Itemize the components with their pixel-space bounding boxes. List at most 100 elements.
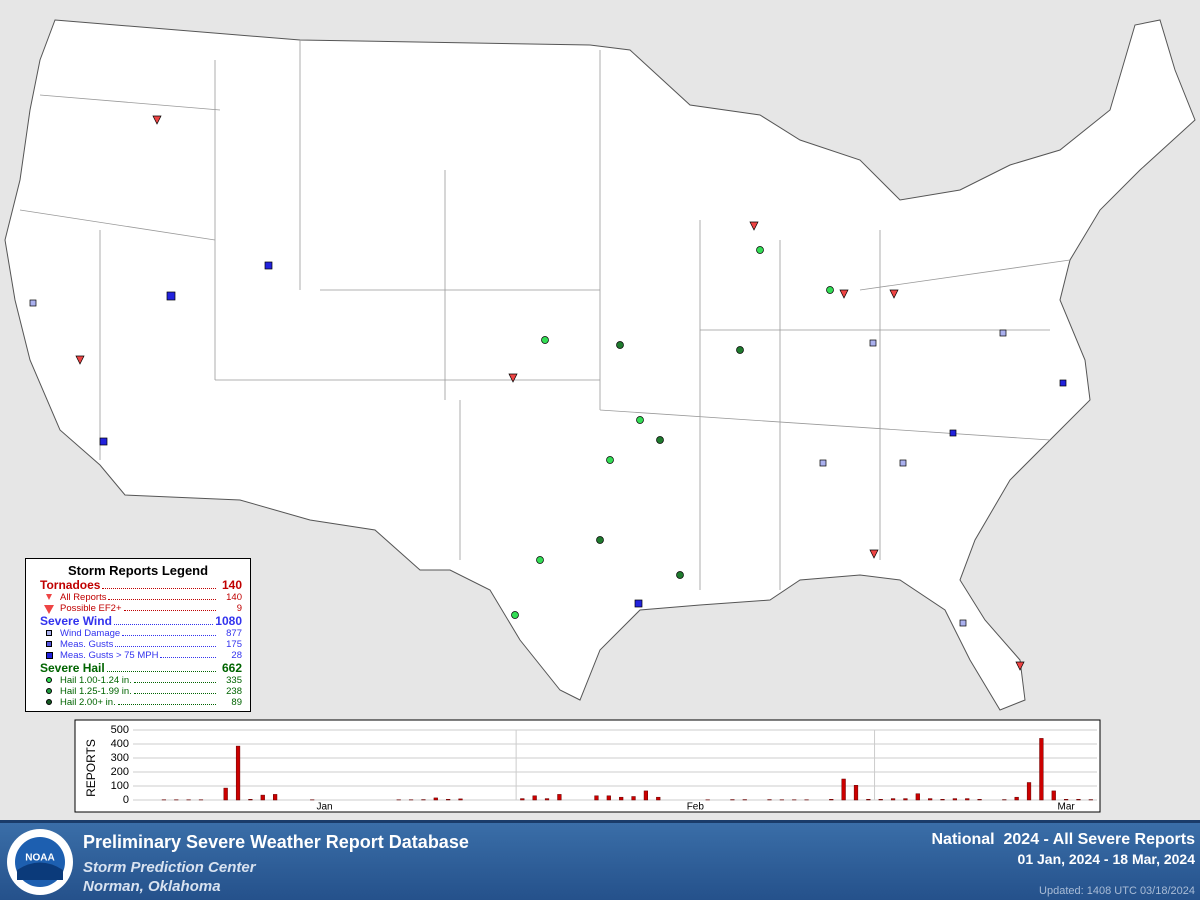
bar <box>829 799 834 801</box>
chart-frame <box>74 719 1101 813</box>
tornado-report <box>75 355 85 365</box>
leader <box>122 628 216 636</box>
legend-item: Hail 1.00-1.24 in. 335 <box>46 675 242 686</box>
bar <box>520 798 525 801</box>
wind-report <box>264 261 273 270</box>
wind-report <box>634 599 643 608</box>
bar <box>977 799 982 801</box>
legend-item-label: Possible EF2+ <box>60 603 122 614</box>
bar <box>1076 799 1081 801</box>
legend-symbol <box>46 641 52 647</box>
legend-group-total: 662 <box>221 661 242 675</box>
legend: Storm Reports Legend Tornadoes 140 All Rep… <box>25 558 251 712</box>
leader <box>108 592 216 600</box>
legend-symbol <box>44 605 54 614</box>
bar <box>656 796 661 801</box>
bar <box>903 798 908 801</box>
bar <box>223 787 228 801</box>
bar <box>952 798 957 801</box>
report-symbols <box>29 115 1067 671</box>
hail-report <box>736 346 744 354</box>
leader <box>117 697 216 705</box>
bar <box>433 797 438 801</box>
y-tick-label: 0 <box>123 794 129 806</box>
hail-report <box>636 416 644 424</box>
wind-report <box>1059 379 1067 387</box>
wind-report <box>166 291 176 301</box>
hail-report <box>596 536 604 544</box>
bar <box>631 796 636 801</box>
legend-group: Severe Hail 662 <box>40 661 242 675</box>
tornado-report <box>869 549 879 559</box>
legend-title: Storm Reports Legend <box>67 563 209 578</box>
wind-report <box>99 437 108 446</box>
footer-dates: 01 Jan, 2024 - 18 Mar, 2024 <box>1017 851 1195 867</box>
legend-item: Meas. Gusts > 75 MPH 28 <box>46 650 242 661</box>
x-tick-label: Feb <box>687 802 705 813</box>
bar <box>260 794 265 801</box>
bar <box>643 790 649 801</box>
legend-item: Wind Damage 877 <box>46 628 242 639</box>
bar <box>940 799 945 801</box>
wind-report <box>869 339 877 347</box>
legend-group: Severe Wind 1080 <box>40 614 242 628</box>
legend-item: Hail 2.00+ in. 89 <box>46 697 242 708</box>
y-tick-label: 300 <box>111 752 129 764</box>
wind-report <box>29 299 37 307</box>
legend-symbol <box>46 594 52 600</box>
leader <box>123 603 216 611</box>
bar <box>928 798 933 801</box>
legend-symbol <box>46 699 52 705</box>
bar <box>1063 799 1069 801</box>
y-tick-label: 500 <box>111 724 129 736</box>
wind-report <box>949 429 957 437</box>
legend-item-label: Hail 2.00+ in. <box>60 697 116 708</box>
bar <box>446 799 451 801</box>
hail-report <box>606 456 614 464</box>
logo-text: NOAA <box>25 853 54 864</box>
border <box>19 40 1071 590</box>
chart: 0 100 200 300 400 500 Jan Feb Mar <box>111 724 1097 813</box>
footer-place: Norman, Oklahoma <box>83 878 221 895</box>
bar <box>853 785 859 801</box>
legend-symbol <box>46 652 53 659</box>
legend-group-label: Severe Wind <box>40 614 112 628</box>
wind-report <box>999 329 1007 337</box>
tornado-report <box>152 115 162 125</box>
legend-item: Hail 1.25-1.99 in. 238 <box>46 686 242 697</box>
hail-report <box>511 611 519 619</box>
bar <box>273 794 278 801</box>
legend-symbol <box>46 677 52 683</box>
leader <box>133 675 216 683</box>
bar <box>1051 790 1056 801</box>
footer-heading: National 2024 - All Severe Reports <box>931 831 1195 848</box>
legend-item-count: 140 <box>226 592 242 603</box>
tornado-report <box>839 289 849 299</box>
hail-report <box>756 246 764 254</box>
wind-report <box>959 619 967 627</box>
wind-report <box>819 459 827 467</box>
footer-updated: Updated: 1408 UTC 03/18/2024 <box>1039 885 1195 897</box>
legend-item-count: 175 <box>226 639 242 650</box>
legend-group-total: 1080 <box>215 614 242 628</box>
leader <box>160 650 216 658</box>
y-tick-label: 400 <box>111 738 129 750</box>
legend-symbol <box>46 688 52 694</box>
logo: NOAA <box>7 829 73 895</box>
x-tick-label: Mar <box>1057 802 1075 813</box>
legend-item-count: 9 <box>236 603 242 614</box>
footer: NOAA Preliminary Severe Weather Report D… <box>0 820 1200 900</box>
legend-group-label: Tornadoes <box>40 578 101 592</box>
leader <box>115 639 216 647</box>
hail-report <box>656 436 664 444</box>
bar <box>248 799 253 801</box>
legend-group-label: Severe Hail <box>40 661 105 675</box>
legend-item-count: 89 <box>231 697 242 708</box>
legend-item-label: All Reports <box>60 592 107 603</box>
legend-item-label: Meas. Gusts > 75 MPH <box>60 650 159 661</box>
tornado-report <box>889 289 899 299</box>
legend-symbol <box>46 630 52 636</box>
bar <box>1026 782 1032 801</box>
legend-item-label: Hail 1.00-1.24 in. <box>60 675 132 686</box>
wind-report <box>899 459 907 467</box>
